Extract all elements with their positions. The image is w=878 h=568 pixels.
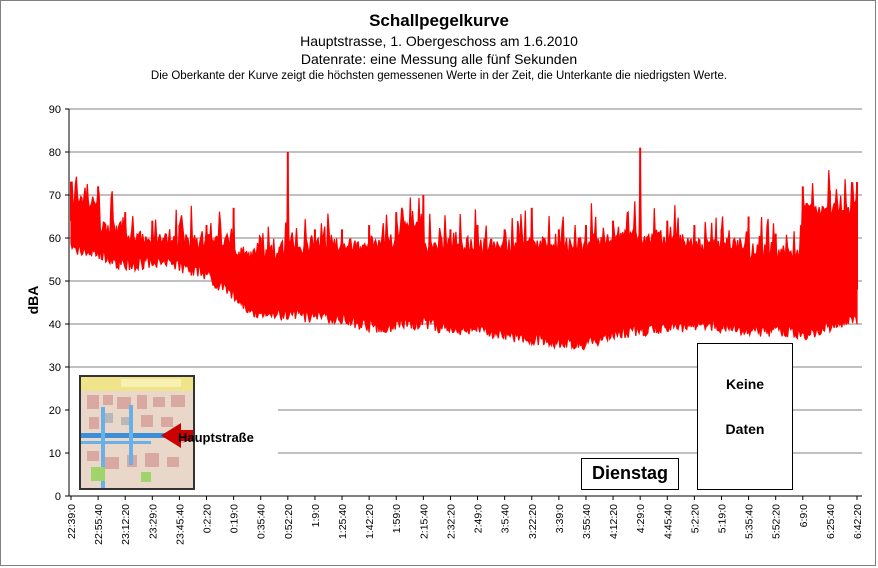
x-tick-label: 1:9:0 — [310, 504, 322, 528]
y-tick-label: 70 — [49, 190, 61, 202]
x-tick-label: 1:59:0 — [391, 504, 403, 533]
no-data-line-1: Keine — [725, 376, 765, 392]
x-tick-label: 5:2:20 — [689, 504, 701, 533]
x-tick-label: 5:35:40 — [744, 504, 756, 539]
x-tick-label: 22:55:40 — [93, 504, 105, 545]
chart-subtitle-location: Hauptstrasse, 1. Obergeschoss am 1.6.201… — [300, 33, 578, 49]
y-tick-label: 0 — [55, 491, 61, 503]
map-street-label: Hauptstraße — [178, 430, 254, 445]
y-axis-label: dBA — [25, 286, 41, 315]
x-tick-label: 2:15:40 — [418, 504, 430, 539]
chart-subtitle-datarate: Datenrate: eine Messung alle fünf Sekund… — [300, 51, 578, 67]
x-tick-label: 5:52:20 — [771, 504, 783, 539]
no-data-box: Keine Daten — [697, 343, 793, 490]
title-block: Schallpegelkurve Hauptstrasse, 1. Oberge… — [0, 10, 878, 84]
x-tick-label: 4:29:0 — [635, 504, 647, 533]
y-tick-label: 50 — [49, 276, 61, 288]
x-tick-label: 3:39:0 — [554, 504, 566, 533]
series-layer — [70, 147, 858, 351]
x-tick-label: 2:32:20 — [445, 504, 457, 539]
y-tick-label: 60 — [49, 233, 61, 245]
x-tick-label: 4:12:20 — [608, 504, 620, 539]
series-envelope — [70, 147, 858, 351]
x-tick-label: 3:5:40 — [500, 504, 512, 533]
x-tick-label: 0:52:20 — [283, 504, 295, 539]
x-tick-label: 1:25:40 — [337, 504, 349, 539]
map-inset — [79, 375, 195, 490]
x-tick-label: 0:2:20 — [202, 504, 214, 533]
x-tick-label: 0:35:40 — [256, 504, 268, 539]
x-tick-label: 6:9:0 — [798, 504, 810, 528]
y-tick-label: 10 — [49, 448, 61, 460]
x-tick-labels: 22:39:0 22:55:40 23:12:20 23:29:0 23:45:40 0:… — [66, 504, 864, 545]
x-tick-label: 22:39:0 — [66, 504, 78, 539]
x-tick-label: 3:22:20 — [527, 504, 539, 539]
x-tick-label: 23:45:40 — [174, 504, 186, 545]
axes — [65, 108, 862, 500]
y-tick-label: 40 — [49, 319, 61, 331]
y-tick-label: 30 — [49, 362, 61, 374]
street-map-image — [81, 377, 193, 488]
day-annotation-box: Dienstag — [581, 458, 679, 490]
x-tick-label: 5:19:0 — [717, 504, 729, 533]
x-tick-label: 23:29:0 — [147, 504, 159, 539]
x-tick-label: 6:42:20 — [852, 504, 864, 539]
x-tick-label: 6:25:40 — [825, 504, 837, 539]
no-data-line-2: Daten — [725, 421, 765, 437]
chart-title: Schallpegelkurve — [369, 11, 509, 30]
x-tick-label: 2:49:0 — [473, 504, 485, 533]
chart-subtitle-explanation: Die Oberkante der Kurve zeigt die höchst… — [150, 70, 728, 82]
x-tick-label: 3:55:40 — [581, 504, 593, 539]
y-tick-label: 20 — [49, 405, 61, 417]
y-tick-label: 90 — [49, 104, 61, 116]
x-tick-label: 0:19:0 — [229, 504, 241, 533]
x-tick-label: 4:45:40 — [662, 504, 674, 539]
x-tick-label: 23:12:20 — [120, 504, 132, 545]
x-tick-label: 1:42:20 — [364, 504, 376, 539]
y-tick-label: 80 — [49, 147, 61, 159]
y-tick-labels: 0 10 20 30 40 50 60 70 80 90 — [49, 104, 61, 503]
